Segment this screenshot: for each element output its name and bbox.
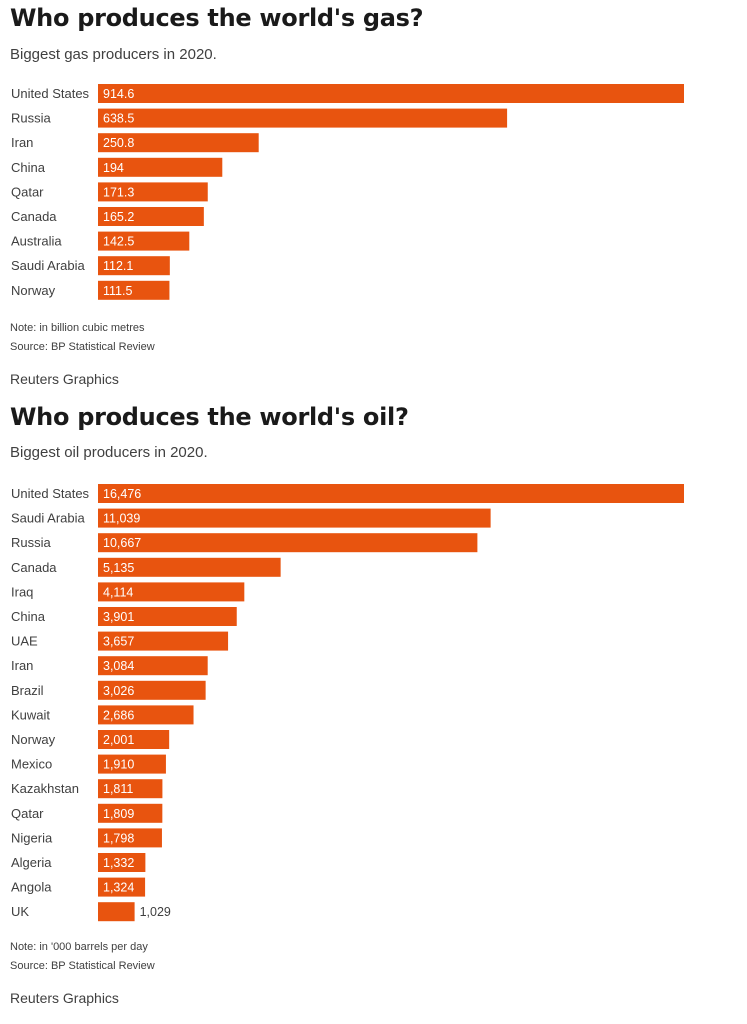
oil-bar [98,730,170,749]
oil-value-label: 1,332 [103,856,134,870]
oil-category-label: Russia [11,535,52,550]
gas-category-label: Saudi Arabia [11,258,85,273]
oil-category-label: Kuwait [11,707,50,722]
gas-value-label: 638.5 [103,112,134,126]
gas-credit: Reuters Graphics [10,371,119,387]
gas-category-label: United States [11,86,90,101]
oil-bar [98,828,162,848]
gas-bar [98,157,223,177]
oil-bar [98,705,194,725]
oil-value-label: 1,811 [103,782,133,796]
gas-category-label: Canada [11,209,57,224]
oil-bar [98,877,146,897]
oil-value-label: 1,324 [103,881,134,895]
gas-category-label: Russia [11,111,52,126]
oil-category-label: Iran [11,658,33,673]
oil-bar [98,582,245,602]
oil-value-label: 11,039 [103,512,140,526]
oil-category-label: UK [11,904,29,919]
oil-category-label: Saudi Arabia [11,511,85,526]
oil-value-label: 10,667 [103,536,141,550]
gas-bar [98,182,208,202]
oil-value-label: 16,476 [103,487,141,501]
gas-chart-title: Who produces the world's gas? [10,4,424,32]
gas-bar [98,256,170,276]
gas-bar [98,133,259,153]
oil-category-label: Canada [11,560,57,575]
oil-note: Note: in '000 barrels per day [10,941,148,953]
oil-category-label: Kazakhstan [11,781,79,796]
gas-category-label: Iran [11,135,33,150]
oil-category-label: United States [11,486,90,501]
gas-value-label: 250.8 [103,136,134,150]
oil-category-label: Algeria [11,855,52,870]
oil-value-label: 3,084 [103,659,134,673]
oil-bar [98,656,208,676]
gas-panel: Who produces the world's gas? Biggest ga… [0,0,747,395]
oil-bar [98,803,163,823]
gas-source: Source: BP Statistical Review [10,341,155,353]
oil-category-label: Angola [11,880,52,895]
gas-bar [98,231,190,251]
oil-category-label: Iraq [11,584,33,599]
oil-category-label: Mexico [11,757,52,772]
oil-bar [98,680,206,700]
oil-value-label: 2,001 [103,733,134,747]
oil-bar [98,853,146,872]
gas-note: Note: in billion cubic metres [10,322,145,334]
oil-value-label: 4,114 [103,585,133,599]
oil-bar [98,779,163,799]
gas-value-label: 112.1 [103,259,133,273]
gas-bar [98,84,684,103]
oil-bar [98,557,281,577]
gas-category-label: Norway [11,283,56,298]
oil-bar [98,754,166,774]
gas-value-label: 165.2 [103,210,134,224]
gas-bar-chart: United States 914.6 Russia 638.5 Iran 250.8 Ch… [11,84,684,300]
gas-value-label: 194 [103,161,124,175]
gas-chart-subtitle: Biggest gas producers in 2020. [10,46,217,63]
gas-value-label: 142.5 [103,235,134,249]
gas-bar [98,108,508,128]
gas-category-label: China [11,160,46,175]
oil-value-label: 1,809 [103,807,134,821]
oil-value-label: 5,135 [103,561,134,575]
oil-value-label: 2,686 [103,708,134,722]
oil-category-label: Nigeria [11,830,53,845]
oil-chart-subtitle: Biggest oil producers in 2020. [10,444,208,461]
oil-credit: Reuters Graphics [10,990,119,1006]
oil-bar [98,631,229,651]
oil-category-label: Brazil [11,683,44,698]
oil-bar [98,508,491,528]
oil-value-label: 3,657 [103,635,134,649]
oil-bar [98,533,478,553]
oil-category-label: Norway [11,732,56,747]
oil-category-label: Qatar [11,806,44,821]
oil-value-label: 3,901 [103,610,134,624]
oil-bar [98,902,135,922]
gas-value-label: 171.3 [103,185,134,199]
oil-category-label: China [11,609,46,624]
oil-chart-title: Who produces the world's oil? [10,403,409,431]
gas-category-label: Qatar [11,184,44,199]
oil-value-label: 1,029 [140,905,171,919]
oil-value-label: 1,910 [103,758,134,772]
gas-category-label: Australia [11,234,62,249]
oil-source: Source: BP Statistical Review [10,960,155,972]
oil-value-label: 1,798 [103,831,134,845]
oil-bar [98,607,237,626]
oil-category-label: UAE [11,634,38,649]
oil-bar [98,484,684,503]
gas-value-label: 111.5 [103,284,132,298]
oil-bar-chart: United States 16,476 Saudi Arabia 11,039 Rus… [11,484,684,922]
gas-bar [98,207,204,226]
gas-value-label: 914.6 [103,87,134,101]
oil-value-label: 3,026 [103,684,134,698]
gas-bar [98,280,170,300]
oil-panel: Who produces the world's oil? Biggest oi… [0,395,747,1024]
